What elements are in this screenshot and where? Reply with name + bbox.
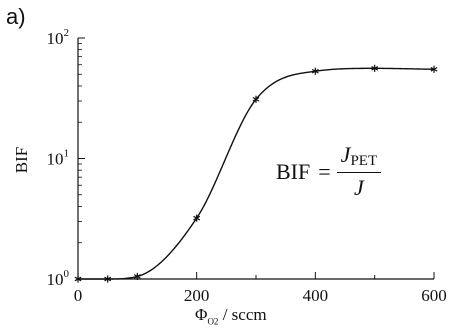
x-tick-label-2: 400 <box>303 286 329 305</box>
data-point-1 <box>104 275 112 283</box>
x-tick-label-1: 200 <box>184 286 210 305</box>
y-tick-label-2: 102 <box>47 27 70 48</box>
data-point-2 <box>133 272 141 281</box>
formula-denominator: J <box>354 175 364 200</box>
formula-fraction: JPET J <box>336 142 382 201</box>
x-tick-label-0: 0 <box>74 286 83 305</box>
data-point-4 <box>252 95 260 103</box>
data-point-6 <box>371 64 379 72</box>
y-tick-label-1: 101 <box>47 148 70 169</box>
x-ticks: 0 200 400 600 <box>74 272 447 305</box>
formula-lhs: BIF <box>276 158 311 184</box>
y-axis-label: BIF <box>12 146 31 174</box>
panel-label: a) <box>6 4 26 29</box>
bif-formula: BIF = JPET J <box>276 142 382 201</box>
data-point-7 <box>430 65 438 73</box>
data-point-5 <box>311 67 319 75</box>
x-axis-subscript: O2 <box>207 316 219 327</box>
x-tick-label-3: 600 <box>421 286 447 305</box>
data-point-0 <box>74 275 82 283</box>
formula-equals: = <box>318 158 331 184</box>
x-axis-symbol: Φ <box>195 305 208 324</box>
x-axis-unit: / sccm <box>218 305 267 324</box>
x-axis-label: ΦO2 / sccm <box>195 305 267 326</box>
data-point-3 <box>193 214 201 222</box>
series-markers <box>74 64 438 283</box>
formula-numerator: JPET <box>336 142 382 173</box>
y-tick-label-0: 100 <box>47 268 70 289</box>
series-curve <box>78 67 435 280</box>
y-ticks: 100 101 102 <box>47 27 85 289</box>
